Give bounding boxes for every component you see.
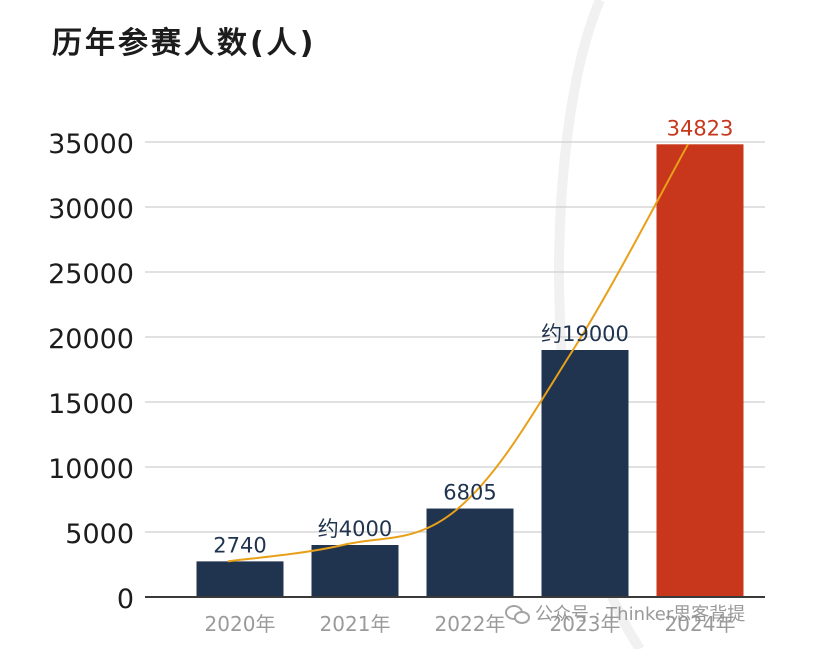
- trend-line: [227, 143, 689, 563]
- y-tick-label: 10000: [48, 454, 134, 485]
- y-tick-label: 0: [117, 584, 134, 615]
- x-tick-label: 2020年: [205, 612, 276, 636]
- bar: [311, 545, 399, 597]
- bar: [426, 508, 514, 597]
- bar: [196, 561, 284, 597]
- bar: [541, 350, 629, 597]
- y-tick-label: 30000: [48, 194, 134, 225]
- watermark-text: 公众号 · Thinker思客背提: [535, 604, 746, 625]
- watermark: 公众号 · Thinker思客背提: [505, 600, 745, 626]
- y-tick-label: 25000: [48, 259, 134, 290]
- y-tick-label: 5000: [65, 519, 134, 550]
- bar: [656, 144, 744, 597]
- y-tick-label: 20000: [48, 324, 134, 355]
- data-label: 约19000: [541, 322, 629, 346]
- wechat-icon: [505, 604, 530, 624]
- y-tick-label: 15000: [48, 389, 134, 420]
- x-tick-label: 2021年: [320, 612, 391, 636]
- data-label: 约4000: [318, 517, 392, 541]
- x-tick-label: 2023年: [550, 612, 621, 636]
- chart-title: 历年参赛人数(人): [52, 26, 317, 61]
- x-tick-label: 2024年: [665, 612, 736, 636]
- x-tick-label: 2022年: [435, 612, 506, 636]
- data-label: 6805: [443, 481, 496, 505]
- data-label: 34823: [667, 116, 734, 140]
- data-label: 2740: [213, 533, 266, 557]
- y-tick-label: 35000: [48, 129, 134, 160]
